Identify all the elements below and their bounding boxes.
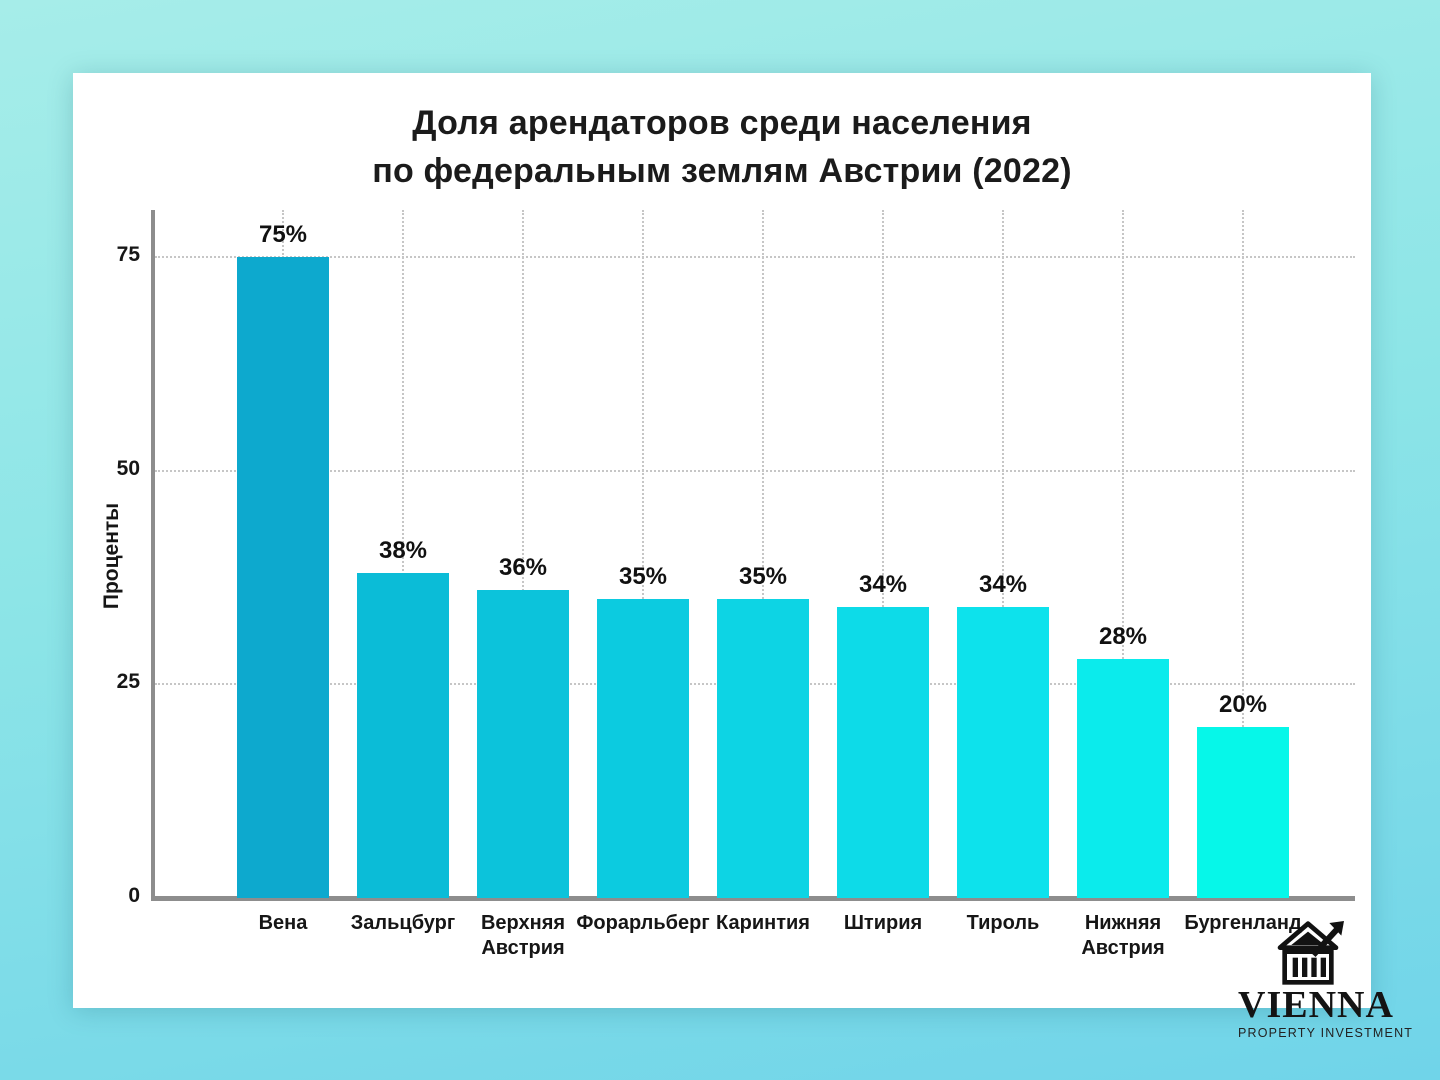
chart-title: Доля арендаторов среди населения по феде… (73, 100, 1371, 195)
bar-value-label: 35% (738, 562, 788, 590)
bar (357, 573, 449, 898)
x-tick-label: Нижняя Австрия (1081, 912, 1165, 959)
y-tick-label: 0 (128, 884, 140, 907)
gridline-vertical (642, 210, 644, 898)
bar (717, 598, 809, 898)
x-tick-label: Бургенланд (1184, 912, 1302, 934)
gridline-vertical (522, 210, 524, 898)
y-axis-line (151, 210, 155, 901)
bar (597, 598, 689, 898)
gridline-vertical (1242, 210, 1244, 898)
y-tick-label: 50 (116, 456, 140, 480)
bar-value-label: 20% (1218, 691, 1268, 719)
bar-value-label: 28% (1098, 622, 1148, 650)
x-tick-label: Верхняя Австрия (480, 912, 566, 959)
gridline-vertical (402, 210, 404, 898)
x-tick-label: Вена (258, 912, 308, 934)
bar-value-label: 38% (378, 537, 428, 565)
gridline-vertical (1122, 210, 1124, 898)
y-tick-label: 75 (116, 243, 140, 266)
bar (1077, 658, 1169, 898)
chart-title-line1: Доля арендаторов среди населения (412, 104, 1032, 142)
bar-value-label: 34% (978, 571, 1028, 599)
y-tick-label: 25 (116, 670, 140, 694)
brand-name: VIENNA (1238, 984, 1394, 1026)
gridline-vertical (1002, 210, 1004, 898)
x-tick-label: Тироль (966, 912, 1040, 934)
plot-area: 75% Вена 38% Зальцбург 36% Верхняя Австрия 35%… (155, 210, 1355, 959)
y-axis-label: Проценты (100, 502, 123, 610)
bar (237, 257, 329, 898)
bar-value-label: 75% (258, 221, 308, 248)
x-tick-label: Каринтия (716, 912, 810, 934)
bar (477, 590, 569, 898)
bar (1197, 727, 1289, 898)
bar-value-label: 35% (618, 562, 668, 590)
bar-value-label: 36% (498, 554, 548, 582)
x-axis-line (151, 896, 1355, 901)
brand-tagline: PROPERTY INVESTMENT (1238, 1026, 1414, 1040)
bar (957, 607, 1049, 898)
gridline-horizontal (155, 256, 1355, 258)
gridline-vertical (882, 210, 884, 898)
bank-building-with-growth-arrow-icon (1277, 921, 1344, 985)
gridline-vertical (762, 210, 764, 898)
x-tick-label: Штирия (843, 912, 923, 934)
x-tick-label: Форарльберг (576, 912, 710, 934)
brand-logo: VIENNA PROPERTY INVESTMENT (1238, 920, 1414, 1040)
gridline-horizontal (155, 469, 1355, 472)
bar (837, 607, 929, 898)
bar-value-label: 34% (858, 571, 908, 599)
x-tick-label: Зальцбург (350, 912, 456, 934)
chart-title-line2: по федеральным землям Австрии (2022) (372, 151, 1072, 190)
